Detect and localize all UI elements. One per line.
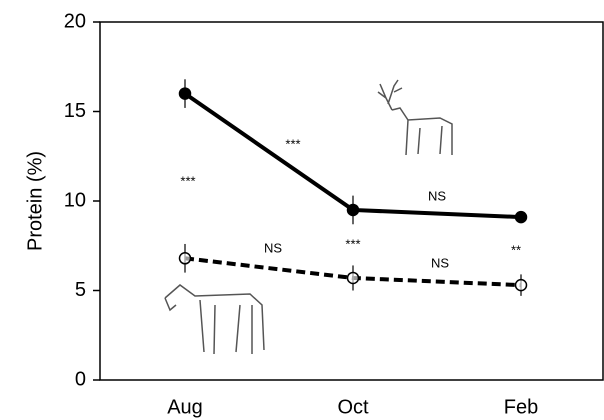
point bbox=[514, 210, 528, 224]
y-tick-label: 0 bbox=[75, 368, 86, 390]
y-tick-label: 15 bbox=[64, 100, 86, 122]
point bbox=[346, 203, 360, 217]
point bbox=[178, 252, 192, 265]
plot-frame bbox=[99, 21, 604, 381]
point bbox=[178, 87, 192, 100]
deer-illustration bbox=[377, 79, 453, 156]
x-tick-label: Feb bbox=[504, 396, 538, 418]
annotation: *** bbox=[180, 173, 195, 188]
annotation: *** bbox=[345, 236, 360, 251]
annotation: ** bbox=[511, 242, 521, 257]
point bbox=[346, 271, 360, 285]
y-tick-label: 5 bbox=[75, 279, 86, 301]
annotation: NS bbox=[428, 188, 446, 203]
horse-illustration bbox=[164, 284, 265, 355]
point bbox=[514, 278, 528, 292]
annotation: *** bbox=[285, 136, 300, 151]
y-tick-label: 10 bbox=[64, 189, 86, 211]
annotation: NS bbox=[264, 240, 282, 255]
x-tick-label: Aug bbox=[167, 396, 203, 418]
x-tick-label: Oct bbox=[337, 396, 369, 418]
y-axis-label: Protein (%) bbox=[24, 151, 46, 251]
annotation: NS bbox=[431, 255, 449, 270]
y-tick-label: 20 bbox=[64, 10, 86, 32]
